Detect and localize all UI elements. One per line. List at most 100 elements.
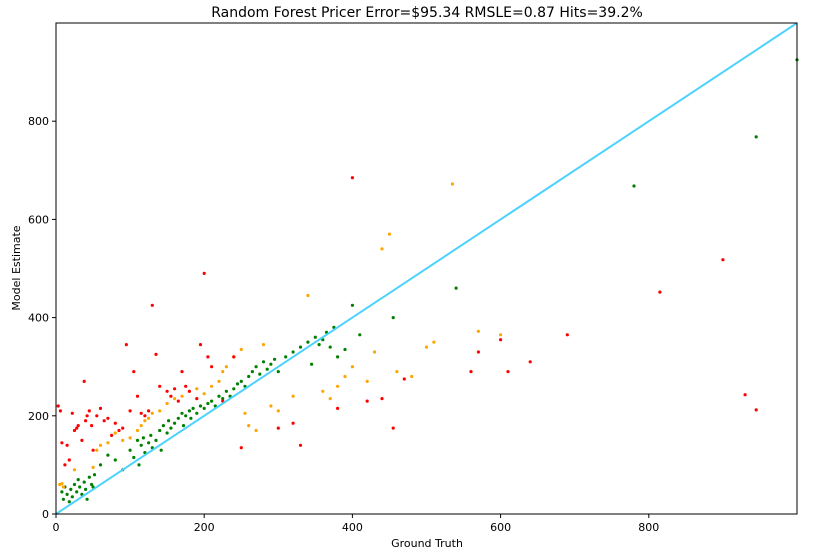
data-point-orange — [147, 416, 151, 420]
data-point-green — [210, 399, 214, 403]
data-point-orange — [328, 397, 332, 401]
data-point-red — [72, 428, 77, 433]
data-point-red — [195, 397, 199, 401]
y-axis-label: Model Estimate — [10, 225, 23, 310]
data-point-red — [365, 399, 369, 403]
data-point-green — [128, 448, 132, 452]
data-point-red — [721, 258, 725, 262]
data-point-green — [306, 340, 310, 344]
data-point-green — [65, 492, 69, 496]
data-point-red — [198, 343, 203, 347]
data-point-orange — [173, 397, 177, 401]
x-axis-label: Ground Truth — [391, 537, 463, 550]
x-tick-label: 200 — [194, 521, 215, 534]
data-point-orange — [217, 379, 221, 383]
data-point-green — [69, 487, 73, 491]
data-point-orange — [195, 387, 199, 391]
data-point-orange — [450, 182, 454, 186]
reference-line — [55, 22, 798, 515]
data-point-green — [336, 355, 340, 359]
data-point-red — [391, 426, 395, 430]
data-point-green — [181, 424, 186, 428]
x-axis: 0 200 400 600 800 — [53, 514, 659, 534]
data-point-orange — [128, 436, 132, 440]
data-point-red — [202, 271, 206, 275]
data-point-green — [154, 438, 158, 442]
x-tick-label: 800 — [638, 521, 659, 534]
data-point-orange — [143, 419, 147, 423]
data-point-green — [173, 421, 177, 425]
data-point-green — [167, 419, 171, 423]
plot-area-frame — [55, 22, 798, 515]
data-point-orange — [98, 443, 103, 447]
data-point-green — [269, 362, 273, 366]
data-point-red — [98, 406, 103, 410]
data-point-red — [206, 355, 210, 359]
data-point-orange — [221, 370, 225, 374]
y-axis: 0 200 400 600 800 — [28, 115, 56, 521]
data-point-orange — [165, 401, 169, 406]
data-point-green — [217, 394, 221, 398]
data-point-red — [476, 350, 480, 354]
data-point-red — [128, 409, 132, 413]
data-point-orange — [113, 431, 117, 435]
data-point-green — [60, 490, 64, 494]
data-point-orange — [365, 379, 369, 383]
data-point-red — [63, 463, 67, 467]
data-point-green — [298, 345, 303, 349]
data-point-orange — [224, 365, 228, 369]
data-point-green — [147, 441, 151, 445]
data-point-green — [754, 135, 758, 139]
data-point-red — [276, 426, 280, 430]
data-point-green — [161, 424, 165, 428]
data-point-green — [250, 370, 254, 374]
data-point-orange — [135, 428, 140, 433]
data-point-green — [454, 286, 458, 290]
data-point-green — [137, 463, 141, 467]
data-point-orange — [261, 343, 266, 347]
data-point-green — [159, 448, 163, 452]
data-point-green — [184, 414, 188, 418]
data-point-red — [176, 399, 180, 403]
data-point-green — [191, 406, 195, 410]
data-point-green — [141, 436, 145, 440]
data-point-orange — [306, 293, 310, 298]
data-point-orange — [202, 392, 206, 396]
data-point-orange — [387, 232, 391, 236]
data-point-green — [317, 343, 321, 347]
data-point-red — [506, 370, 510, 374]
data-point-orange — [247, 424, 251, 428]
data-point-orange — [395, 370, 399, 374]
data-point-orange — [158, 409, 162, 413]
data-point-orange — [476, 329, 480, 333]
data-point-red — [102, 419, 106, 423]
data-point-red — [150, 303, 154, 307]
data-point-red — [154, 352, 158, 356]
data-point-green — [113, 458, 117, 462]
data-point-green — [350, 303, 354, 307]
data-point-green — [165, 431, 169, 435]
data-point-orange — [60, 482, 64, 486]
data-point-red — [65, 443, 69, 447]
y-tick-label: 200 — [28, 410, 49, 423]
data-point-orange — [336, 384, 340, 388]
data-point-red — [210, 365, 214, 369]
data-point-green — [247, 374, 251, 379]
data-point-red — [232, 355, 236, 359]
data-point-orange — [321, 389, 325, 393]
data-point-green — [206, 401, 210, 406]
data-point-green — [90, 482, 94, 487]
data-point-green — [195, 411, 199, 415]
data-point-red — [110, 433, 114, 437]
data-point-red — [469, 370, 473, 374]
data-point-green — [265, 367, 269, 371]
data-point-green — [276, 370, 280, 374]
y-tick-label: 600 — [28, 213, 49, 226]
data-point-orange — [373, 350, 377, 354]
data-point-red — [402, 377, 406, 381]
data-point-orange — [269, 404, 273, 408]
data-point-red — [87, 409, 91, 413]
y-tick-label: 0 — [42, 508, 49, 521]
data-point-orange — [61, 485, 65, 489]
